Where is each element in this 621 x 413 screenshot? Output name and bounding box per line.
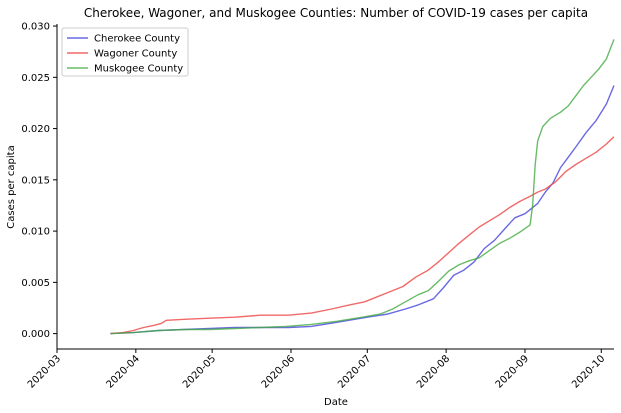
series-layer bbox=[110, 39, 615, 335]
y-tick-label: 0.000 bbox=[21, 329, 50, 340]
y-tick-label: 0.015 bbox=[21, 175, 50, 186]
y-axis-label: Cases per capita bbox=[6, 145, 17, 228]
legend-label-2: Muskogee County bbox=[94, 64, 183, 75]
y-tick-label: 0.010 bbox=[21, 227, 50, 238]
series-line-0 bbox=[110, 85, 615, 335]
x-tick-label: 2020-04 bbox=[105, 353, 142, 390]
legend-label-1: Wagoner County bbox=[94, 49, 177, 60]
y-tick-label: 0.030 bbox=[21, 22, 50, 33]
x-tick-label: 2020-06 bbox=[260, 353, 297, 390]
y-tick-label: 0.020 bbox=[21, 124, 50, 135]
y-tick-label: 0.025 bbox=[21, 73, 50, 84]
x-tick-label: 2020-09 bbox=[494, 353, 531, 390]
x-tick-label: 2020-10 bbox=[570, 353, 607, 390]
legend: Cherokee County Wagoner County Muskogee Co… bbox=[61, 27, 189, 77]
chart-title: Cherokee, Wagoner, and Muskogee Counties… bbox=[84, 6, 588, 20]
x-tick-label: 2020-03 bbox=[26, 353, 63, 390]
series-line-2 bbox=[110, 39, 615, 335]
legend-box bbox=[61, 27, 189, 77]
x-tick-label: 2020-07 bbox=[336, 353, 373, 390]
y-tick-label: 0.005 bbox=[21, 278, 50, 289]
series-line-1 bbox=[110, 136, 615, 335]
axes: 0.000 0.005 0.010 0.015 0.020 0.025 0.030 2020-… bbox=[21, 22, 614, 391]
x-tick-label: 2020-05 bbox=[181, 353, 218, 390]
x-tick-label: 2020-08 bbox=[415, 353, 452, 390]
legend-label-0: Cherokee County bbox=[94, 34, 180, 45]
x-axis-label: Date bbox=[324, 397, 348, 408]
